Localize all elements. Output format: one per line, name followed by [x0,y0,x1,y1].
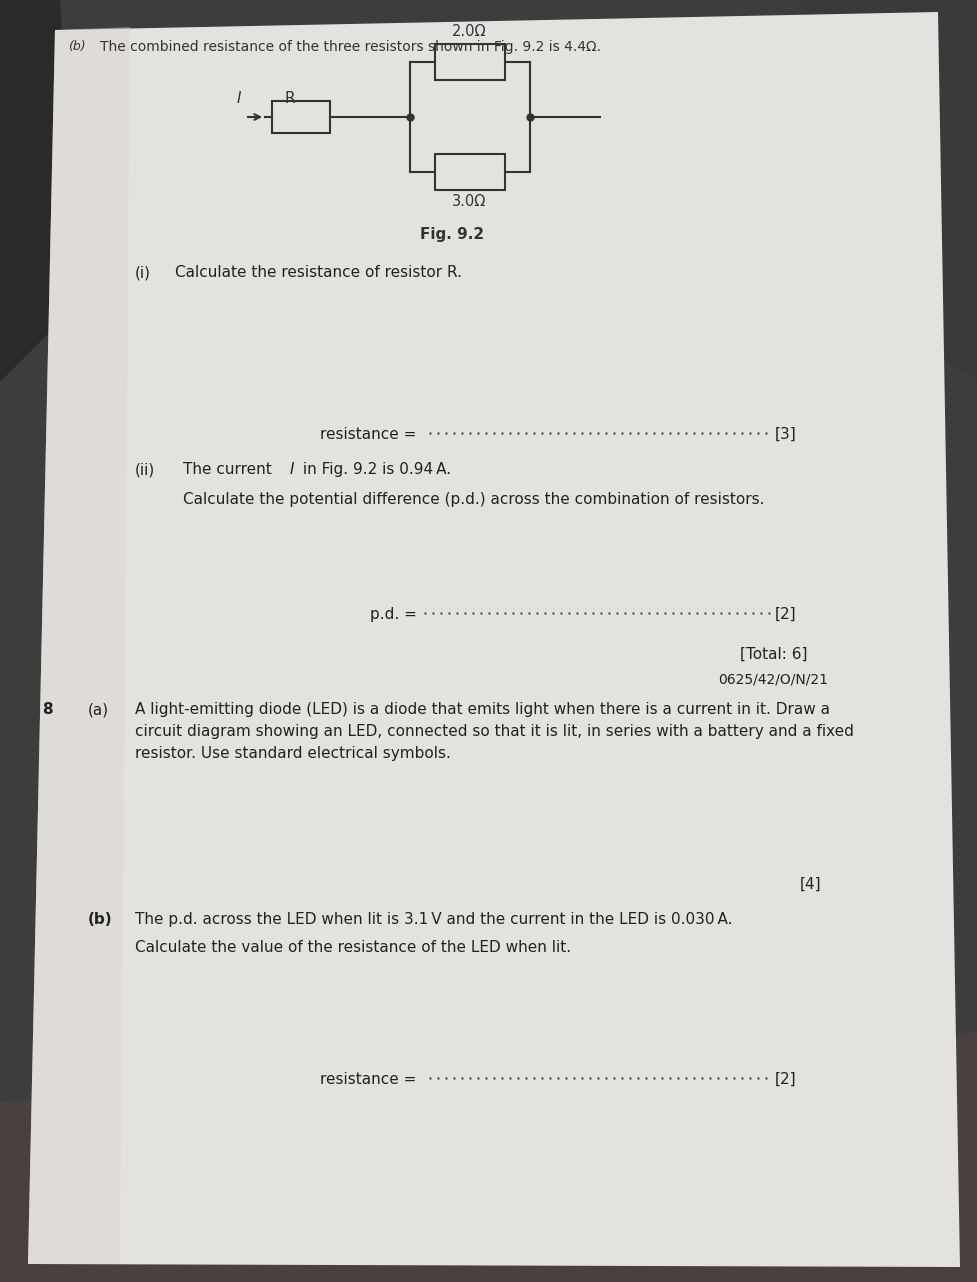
Polygon shape [0,0,80,382]
Text: p.d. =: p.d. = [369,606,421,622]
Text: Calculate the potential difference (p.d.) across the combination of resistors.: Calculate the potential difference (p.d.… [183,492,764,506]
Bar [272,101,329,133]
Polygon shape [28,27,130,1264]
Text: 3.0Ω: 3.0Ω [451,194,486,209]
Text: The combined resistance of the three resistors shown in Fig. 9.2 is 4.4Ω.: The combined resistance of the three res… [100,40,601,54]
Text: Calculate the resistance of resistor R.: Calculate the resistance of resistor R. [175,265,461,279]
Text: 0625/42/O/N/21: 0625/42/O/N/21 [717,672,828,686]
Text: The current: The current [183,462,276,477]
Polygon shape [28,12,959,1267]
Text: The p.d. across the LED when lit is 3.1 V and the current in the LED is 0.030 A.: The p.d. across the LED when lit is 3.1 … [135,912,732,927]
Text: Fig. 9.2: Fig. 9.2 [419,227,484,242]
Text: [3]: [3] [774,427,796,442]
Text: [2]: [2] [774,606,796,622]
Text: resistor. Use standard electrical symbols.: resistor. Use standard electrical symbol… [135,746,450,762]
Text: resistance =: resistance = [319,427,421,442]
Text: 2.0Ω: 2.0Ω [451,24,486,38]
Text: 8: 8 [42,703,53,717]
Bar [435,44,504,79]
Text: (b): (b) [88,912,112,927]
Polygon shape [0,1032,977,1282]
Text: Calculate the value of the resistance of the LED when lit.: Calculate the value of the resistance of… [135,940,571,955]
Text: (ii): (ii) [135,462,155,477]
Text: [2]: [2] [774,1072,796,1087]
Text: resistance =: resistance = [319,1072,421,1087]
Polygon shape [799,0,977,382]
Text: I: I [290,462,294,477]
Text: circuit diagram showing an LED, connected so that it is lit, in series with a ba: circuit diagram showing an LED, connecte… [135,724,853,738]
Text: [Total: 6]: [Total: 6] [740,647,807,662]
Text: (i): (i) [135,265,150,279]
Text: I: I [236,91,241,106]
Text: [4]: [4] [799,877,821,892]
Text: (b): (b) [68,40,86,53]
Text: R: R [284,91,295,106]
Text: in Fig. 9.2 is 0.94 A.: in Fig. 9.2 is 0.94 A. [298,462,450,477]
Text: A light-emitting diode (LED) is a diode that emits light when there is a current: A light-emitting diode (LED) is a diode … [135,703,829,717]
Text: (a): (a) [88,703,109,717]
Bar [435,154,504,190]
